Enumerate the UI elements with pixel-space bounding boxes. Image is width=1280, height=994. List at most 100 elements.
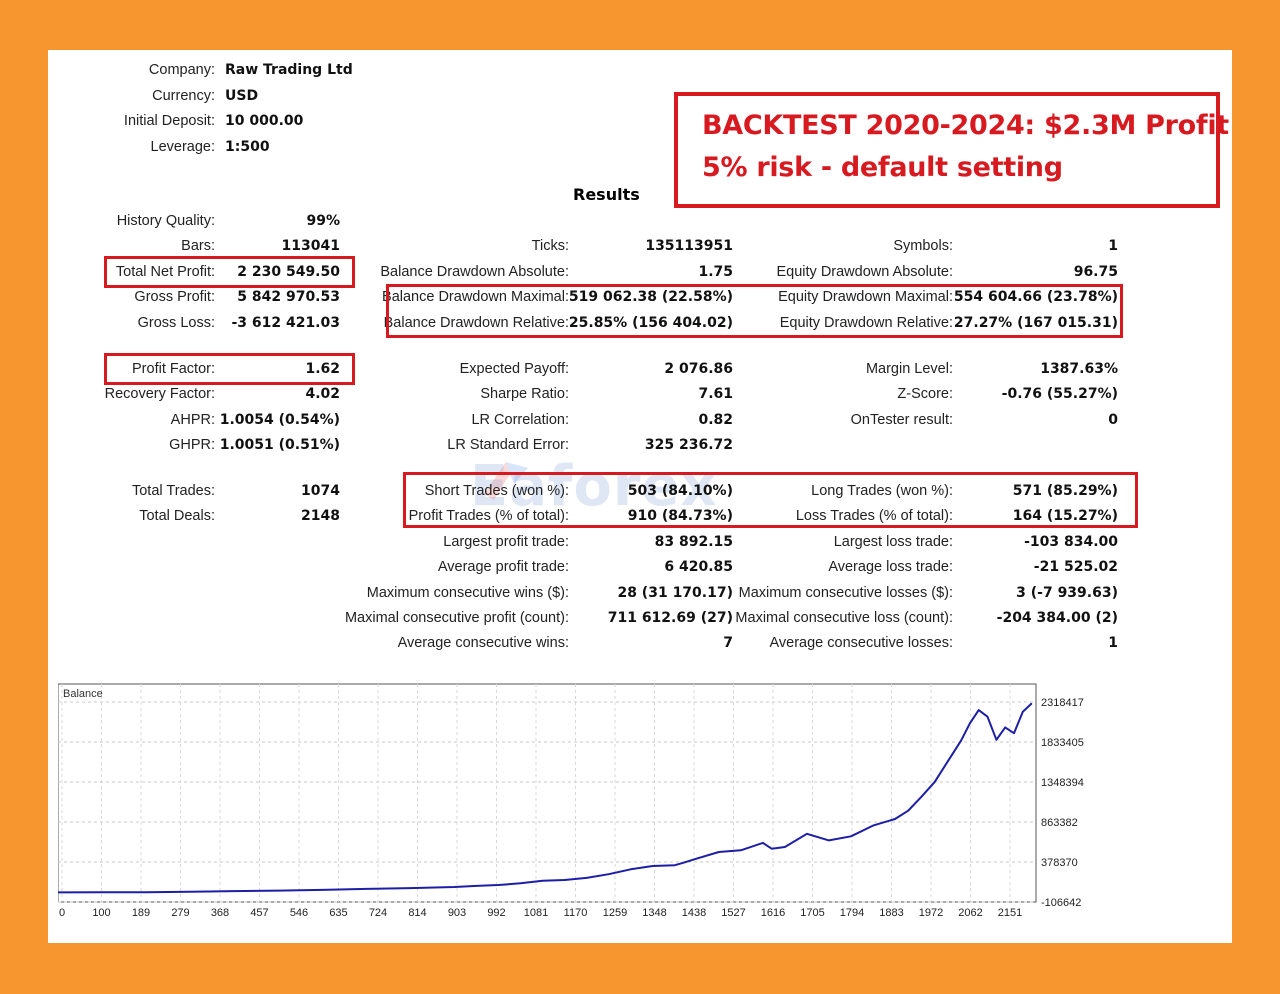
col3-label: Symbols: xyxy=(893,238,953,254)
chart-x-tick-label: 1705 xyxy=(800,907,824,919)
col3-label: Long Trades (won %): xyxy=(811,483,953,499)
chart-point xyxy=(277,889,279,892)
col1-value: -3 612 421.03 xyxy=(231,315,340,331)
chart-point xyxy=(519,882,522,884)
col1-value: 99% xyxy=(306,213,340,229)
chart-x-tick-label: 279 xyxy=(171,907,189,919)
col2-label: Ticks: xyxy=(531,238,569,254)
chart-point xyxy=(762,842,764,844)
col1-value: 2 230 549.50 xyxy=(237,264,340,280)
col3-value: -204 384.00 (2) xyxy=(996,610,1118,626)
chart-point xyxy=(475,885,478,887)
col3-value: 1 xyxy=(1108,635,1118,651)
col2-value: 711 612.69 (27) xyxy=(607,610,733,626)
col2-value: 503 (84.10%) xyxy=(627,483,733,499)
col1-label: Total Trades: xyxy=(131,483,215,499)
chart-x-tick-label: 1438 xyxy=(682,907,706,919)
chart-point xyxy=(907,810,909,812)
col3-value: 27.27% (167 015.31) xyxy=(953,315,1118,331)
chart-point xyxy=(233,890,235,892)
col2-value: 28 (31 170.17) xyxy=(617,585,733,601)
col2-value: 519 062.38 (22.58%) xyxy=(568,289,733,305)
chart-x-tick-label: 189 xyxy=(132,907,150,919)
chart-point xyxy=(674,864,676,866)
chart-point xyxy=(189,891,191,893)
chart-x-tick-label: 903 xyxy=(448,907,466,919)
chart-y-tick-label: 378370 xyxy=(1041,857,1078,869)
chart-x-tick-label: 457 xyxy=(250,907,268,919)
col3-label: Largest loss trade: xyxy=(833,534,953,550)
chart-point xyxy=(806,833,808,835)
chart-point xyxy=(828,839,830,842)
chart-y-tick-label: -106642 xyxy=(1041,897,1081,909)
chart-title: Balance xyxy=(63,688,103,700)
chart-x-tick-label: 635 xyxy=(329,907,347,919)
chart-point xyxy=(321,889,323,891)
balance-chart: 2318417 1833405 1348394 863382 378370 -106642… xyxy=(58,683,1084,919)
chart-point xyxy=(453,886,456,888)
col3-value: 96.75 xyxy=(1073,264,1118,280)
col2-label: Balance Drawdown Relative: xyxy=(383,315,569,331)
col1-label: Profit Factor: xyxy=(132,361,215,377)
col1-value: 1074 xyxy=(301,483,340,499)
col2-value: 83 892.15 xyxy=(654,534,733,550)
col2-label: Sharpe Ratio: xyxy=(480,386,569,402)
chart-point xyxy=(1022,711,1024,713)
col1-label: GHPR: xyxy=(169,437,215,453)
company-value: Raw Trading Ltd xyxy=(225,62,353,78)
company-label: Company: xyxy=(148,62,215,78)
col3-value: 554 604.66 (23.78%) xyxy=(953,289,1118,305)
col3-value: 164 (15.27%) xyxy=(1012,508,1118,524)
col1-value: 113041 xyxy=(281,238,340,254)
col3-label: Equity Drawdown Relative: xyxy=(779,315,953,331)
chart-point xyxy=(934,781,936,783)
highlight-profit-factor xyxy=(104,353,355,385)
col2-label: Balance Drawdown Maximal: xyxy=(382,289,569,305)
currency-label: Currency: xyxy=(152,88,215,104)
col3-value: 0 xyxy=(1108,412,1118,428)
col2-label: Average profit trade: xyxy=(437,559,569,575)
col3-label: Z-Score: xyxy=(897,386,953,402)
chart-point xyxy=(365,888,367,890)
chart-y-tick-label: 863382 xyxy=(1041,817,1078,829)
col2-label: Expected Payoff: xyxy=(459,361,569,377)
chart-point xyxy=(986,716,989,718)
col2-label: Maximum consecutive wins ($): xyxy=(366,585,569,601)
chart-point xyxy=(608,873,610,875)
chart-x-tick-label: 2062 xyxy=(958,907,982,919)
chart-point xyxy=(894,818,896,820)
col3-label: OnTester result: xyxy=(850,412,953,428)
chart-x-tick-label: 368 xyxy=(211,907,229,919)
chart-x-tick-label: 992 xyxy=(487,907,505,919)
leverage-label: Leverage: xyxy=(150,139,216,155)
col2-value: 135113951 xyxy=(645,238,733,254)
chart-point xyxy=(58,891,59,893)
col3-value: -21 525.02 xyxy=(1033,559,1118,575)
chart-x-tick-label: 1527 xyxy=(721,907,745,919)
deposit-value: 10 000.00 xyxy=(225,113,304,129)
col3-label: Equity Drawdown Maximal: xyxy=(778,289,953,305)
chart-point xyxy=(978,709,980,711)
chart-point xyxy=(850,835,852,837)
chart-x-tick-label: 1972 xyxy=(919,907,943,919)
col1-label: Gross Loss: xyxy=(137,315,215,331)
chart-point xyxy=(409,887,412,889)
col2-value: 7.61 xyxy=(698,386,733,402)
chart-point xyxy=(784,846,786,848)
chart-point xyxy=(947,760,949,762)
col3-label: Maximal consecutive loss (count): xyxy=(735,610,953,626)
report-panel: Company: Raw Trading Ltd Currency: USD I… xyxy=(48,50,1232,943)
chart-x-tick-label: 814 xyxy=(408,907,426,919)
chart-point xyxy=(960,740,962,742)
col1-label: Bars: xyxy=(181,238,215,254)
col2-label: Largest profit trade: xyxy=(443,534,569,550)
chart-plot-area xyxy=(58,683,1037,903)
chart-x-tick-label: 0 xyxy=(59,907,65,919)
chart-point xyxy=(718,851,720,853)
chart-point xyxy=(1004,726,1006,729)
chart-point xyxy=(995,739,997,741)
chart-point xyxy=(497,884,500,886)
chart-point xyxy=(586,877,588,879)
results-title: Results xyxy=(573,185,640,204)
chart-y-tick-label: 2318417 xyxy=(1041,697,1084,709)
